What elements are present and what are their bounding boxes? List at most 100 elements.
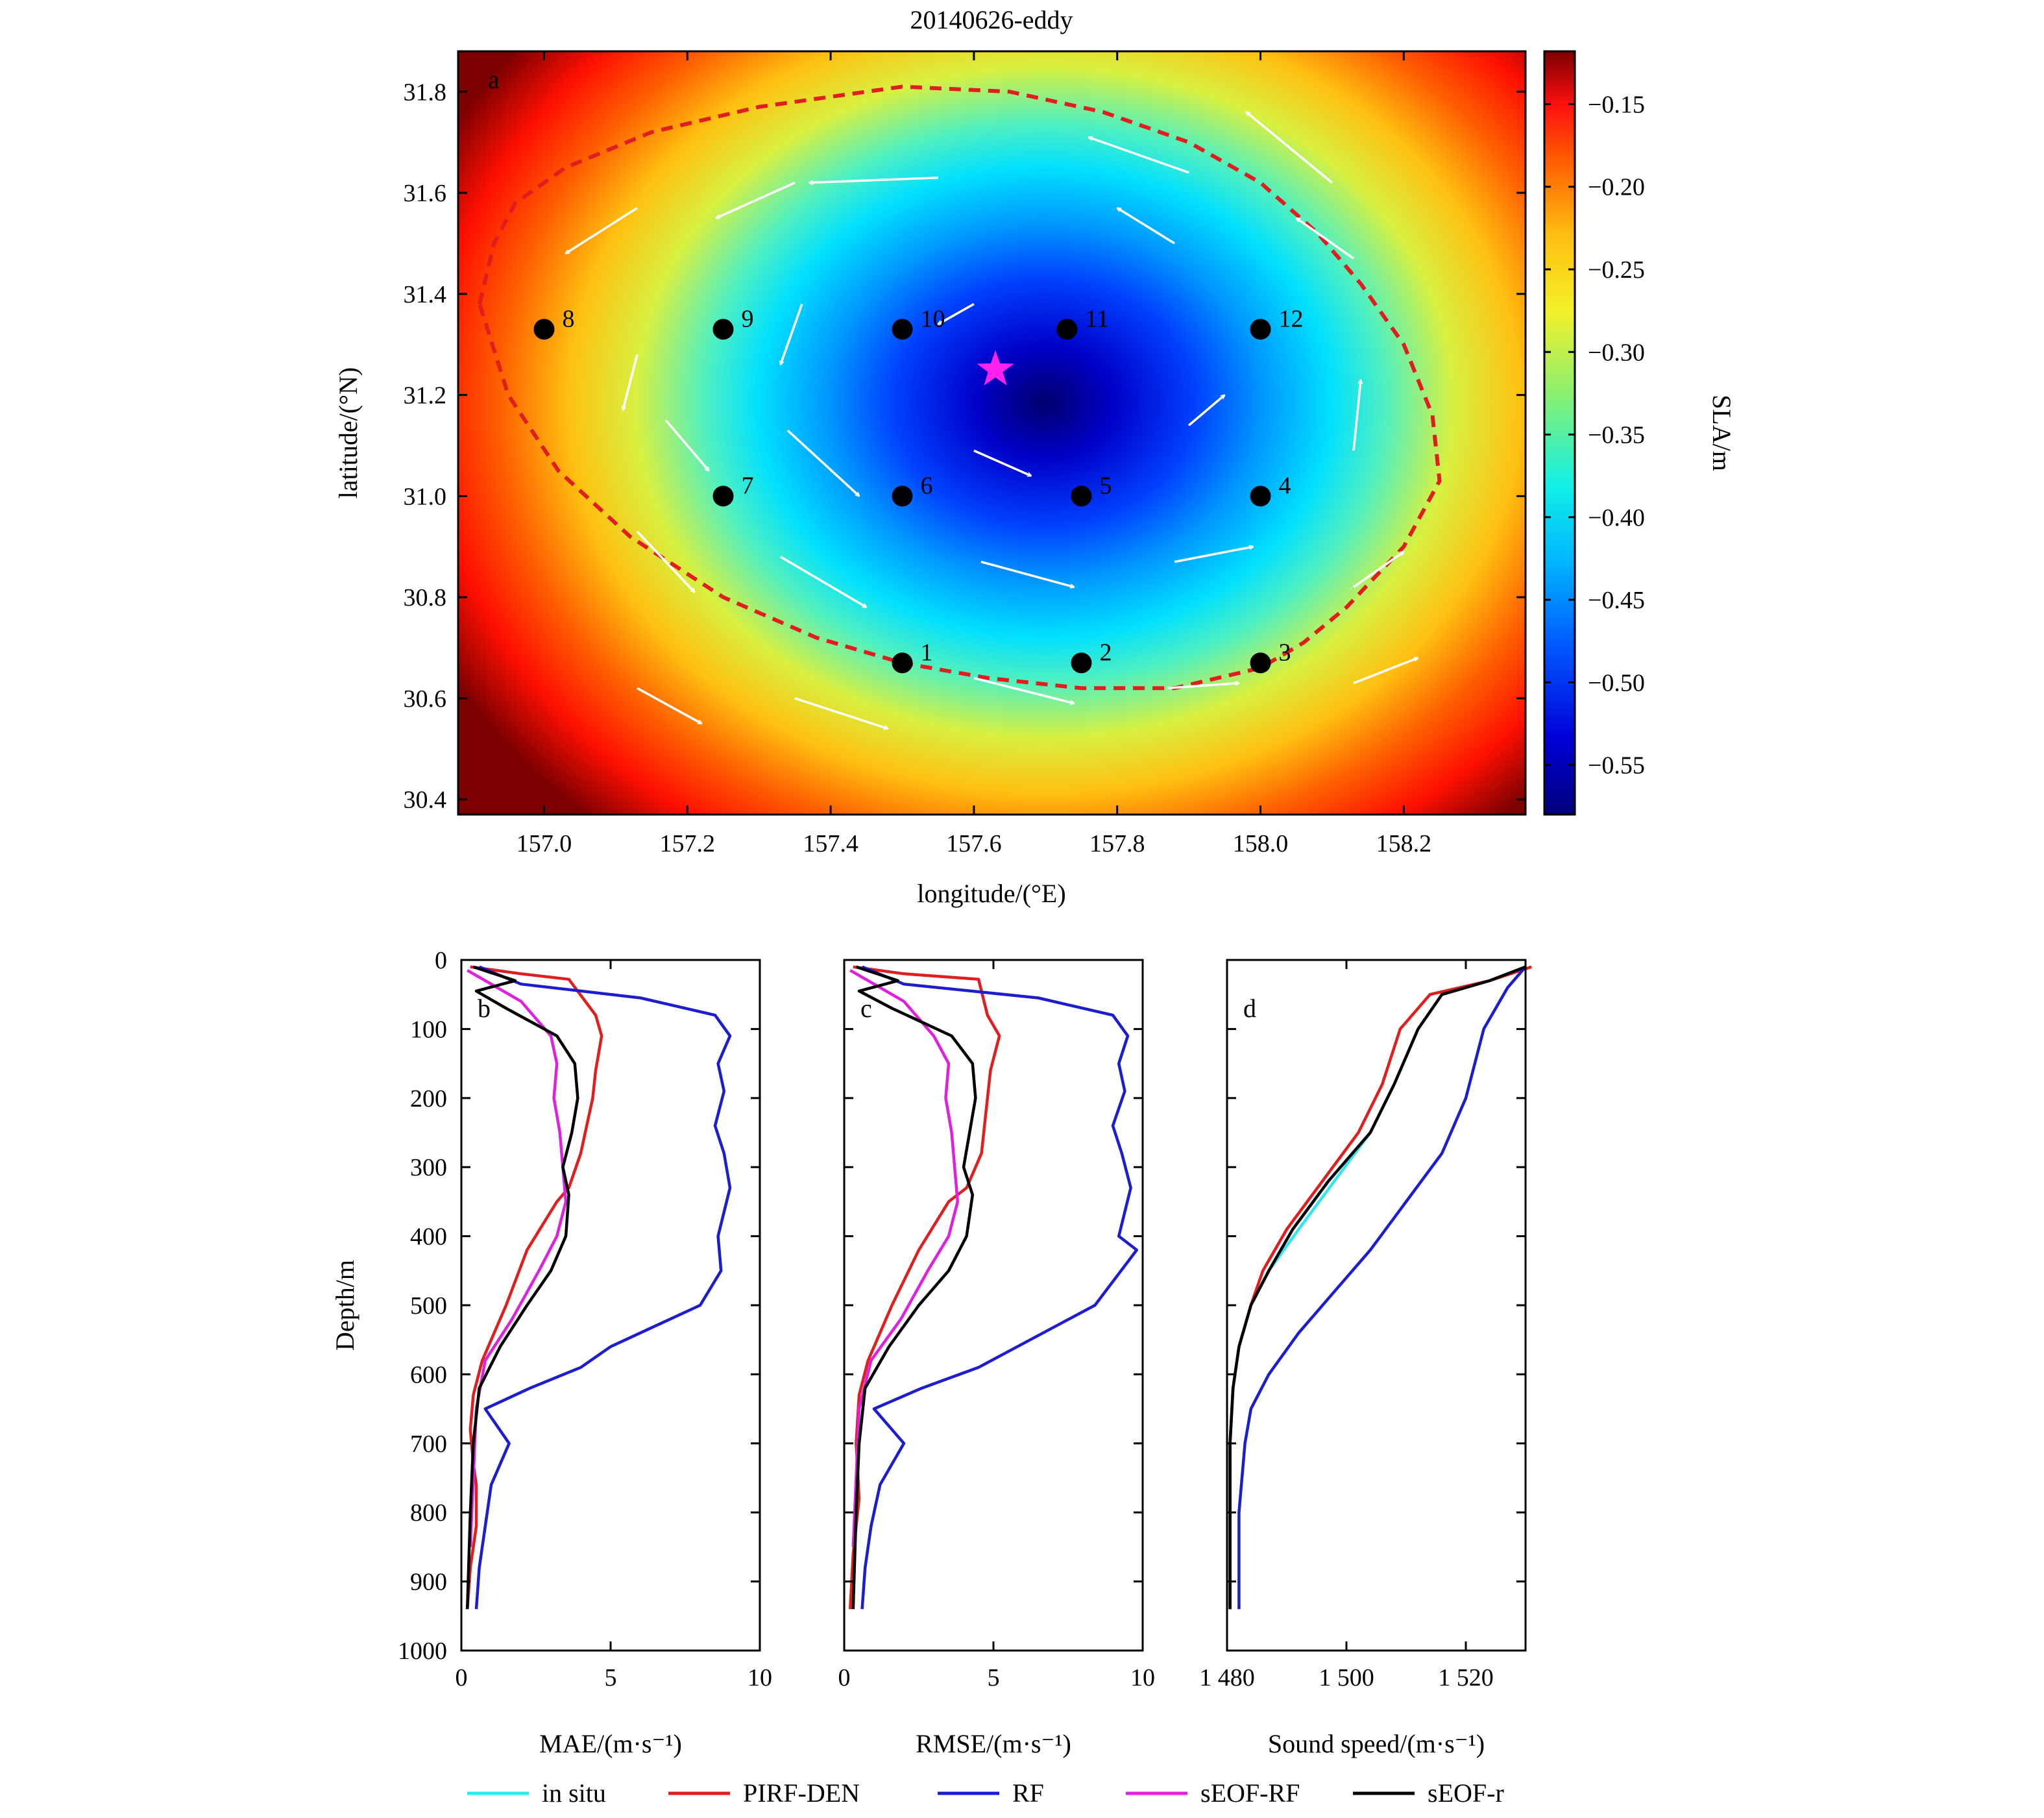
velocity-arrow-5 [664, 419, 709, 471]
series-line-seof-rf [467, 969, 568, 1547]
legend-label: PIRF-DEN [743, 1778, 860, 1808]
map-xtick-label: 157.6 [946, 830, 1002, 857]
velocity-arrow-14 [1246, 112, 1333, 184]
legend-label: in situ [542, 1778, 606, 1808]
velocity-arrow-9 [779, 556, 866, 609]
station-label-12: 12 [1279, 305, 1304, 332]
velocity-arrow-10 [786, 429, 859, 496]
profile-xtick-label: 5 [605, 1664, 617, 1691]
map-xtick-label: 158.2 [1376, 830, 1432, 857]
station-8 [533, 319, 555, 340]
velocity-arrow-18 [1117, 206, 1175, 245]
colorbar-tick-label: −0.35 [1588, 422, 1645, 449]
map-ytick-label: 30.8 [404, 584, 447, 611]
velocity-arrow-4 [623, 354, 639, 410]
legend: in situ PIRF-DEN RF sEOF-RF sEOF-r [467, 1778, 1504, 1808]
depth-tick-label: 1000 [398, 1638, 447, 1665]
station-label-11: 11 [1085, 305, 1109, 332]
series-line-pirf-den [465, 965, 603, 1610]
series-line-in-situ [1228, 965, 1526, 1610]
colorbar-bar [1543, 50, 1576, 816]
station-label-10: 10 [920, 305, 945, 332]
depth-tick-label: 800 [410, 1499, 447, 1527]
profile-xlabel: RMSE/(m·s⁻¹) [916, 1729, 1071, 1758]
velocity-arrow-15 [1296, 217, 1355, 260]
velocity-arrow-6 [636, 530, 694, 592]
colorbar-tick-label: −0.55 [1588, 752, 1645, 780]
map-xtick-label: 158.0 [1233, 830, 1289, 857]
station-3 [1250, 652, 1271, 674]
series-line-seof-r [1228, 965, 1526, 1610]
figure-title: 20140626-eddy [910, 5, 1073, 34]
profile-xtick-label: 5 [988, 1664, 1000, 1691]
profile-xlabel: MAE/(m·s⁻¹) [539, 1729, 682, 1758]
velocity-arrow-17 [1187, 395, 1224, 426]
station-2 [1071, 652, 1092, 674]
velocity-arrow-11 [781, 303, 803, 364]
station-label-9: 9 [741, 305, 753, 332]
station-label-5: 5 [1100, 472, 1112, 499]
station-label-7: 7 [741, 472, 753, 499]
velocity-arrow-20 [980, 560, 1075, 587]
series-line-rf [1237, 966, 1527, 1610]
velocity-arrow-7 [637, 687, 701, 725]
profile-xtick-label: 1 520 [1438, 1664, 1494, 1691]
colorbar-tick-label: −0.45 [1588, 587, 1645, 614]
colorbar-tick-label: −0.15 [1588, 91, 1645, 118]
map-ytick-label: 31.6 [404, 180, 447, 207]
map-xtick-label: 157.8 [1089, 830, 1145, 857]
velocity-arrow-24 [1167, 683, 1239, 690]
series-line-rf [860, 965, 1139, 1610]
profile-panel-b: 0 5 1001002003004005006007008009001000bMAE… [330, 947, 772, 1758]
velocity-arrow-19 [973, 449, 1031, 477]
profile-xtick-label: 1 480 [1199, 1664, 1255, 1691]
station-label-1: 1 [920, 639, 932, 666]
profile-xtick-label: 0 [838, 1664, 851, 1691]
velocity-arrow-21 [1174, 547, 1253, 563]
depth-tick-label: 600 [410, 1361, 447, 1388]
series-line-rf [474, 965, 732, 1610]
station-10 [892, 319, 913, 340]
station-9 [712, 319, 734, 340]
eddy-center-star [977, 350, 1014, 386]
map-xlabel: longitude/(°E) [917, 879, 1065, 908]
series-line-seof-r [465, 965, 579, 1610]
colorbar-tick-label: −0.20 [1588, 174, 1645, 201]
depth-tick-label: 700 [410, 1431, 447, 1458]
profile-xlabel: Sound speed/(m·s⁻¹) [1268, 1729, 1485, 1758]
station-11 [1056, 319, 1078, 340]
map-ytick-label: 31.8 [404, 79, 447, 106]
velocity-arrow-1 [809, 176, 938, 183]
station-label-4: 4 [1279, 472, 1291, 499]
station-1 [892, 652, 913, 674]
map-ylabel: latitude/(°N) [334, 367, 363, 499]
depth-tick-label: 500 [410, 1292, 447, 1320]
velocity-arrow-8 [794, 697, 888, 729]
station-label-8: 8 [562, 305, 574, 332]
profile-frame [1226, 959, 1527, 1652]
eddy-boundary [478, 84, 1442, 691]
map-xtick-label: 157.0 [517, 830, 572, 857]
velocity-arrow-23 [1353, 658, 1418, 685]
profile-panel-label: b [478, 994, 491, 1023]
legend-label: sEOF-RF [1200, 1778, 1300, 1808]
profile-panel-d: 1 480 1 500 1 520 d Sound speed/(m·s⁻¹) [1199, 959, 1532, 1758]
velocity-arrow-12 [938, 302, 975, 326]
velocity-arrow-3 [566, 206, 638, 255]
depth-tick-label: 400 [410, 1223, 447, 1251]
map-xtick-label: 157.4 [803, 830, 858, 857]
profile-xtick-label: 10 [748, 1664, 772, 1691]
station-4 [1250, 485, 1271, 507]
map-ytick-label: 31.0 [404, 483, 447, 510]
velocity-arrow-22 [1353, 550, 1404, 588]
station-7 [712, 485, 734, 507]
map-panel-label: a [488, 65, 500, 94]
profile-panel-label: c [860, 994, 872, 1023]
legend-label: RF [1012, 1778, 1044, 1808]
profile-xtick-label: 10 [1130, 1664, 1155, 1691]
map-frame [457, 50, 1527, 816]
legend-label: sEOF-r [1428, 1778, 1504, 1808]
station-6 [892, 485, 913, 507]
station-12 [1250, 319, 1271, 340]
map-ytick-label: 31.4 [404, 281, 447, 308]
